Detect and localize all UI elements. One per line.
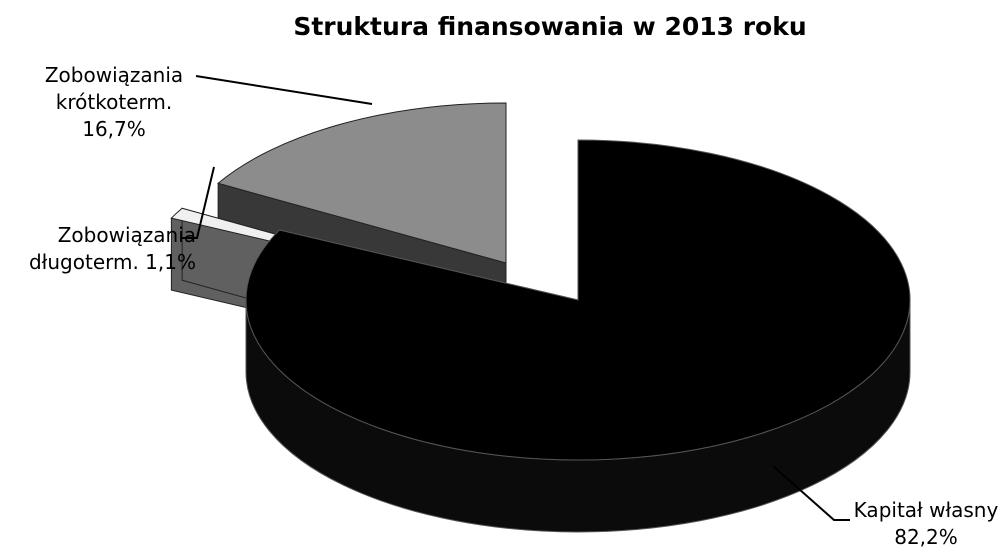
pie-slice-0 bbox=[217, 102, 507, 264]
label-long-term-line-1: Zobowiązania bbox=[57, 223, 196, 247]
label-long-term-line-2: długoterm. 1,1% bbox=[28, 250, 196, 274]
leader-equity bbox=[772, 465, 850, 521]
label-short-term-liabilities: Zobowiązania krótkoterm. 16,7% bbox=[0, 62, 228, 143]
label-short-term-line-3: 16,7% bbox=[82, 117, 146, 141]
label-long-term-liabilities: Zobowiązania długoterm. 1,1% bbox=[0, 222, 196, 276]
label-short-term-line-2: krótkoterm. bbox=[55, 90, 173, 114]
pie-slice-2 bbox=[245, 139, 911, 461]
leader-short-term bbox=[195, 75, 373, 105]
leader-long-term bbox=[181, 166, 215, 239]
label-equity-line-2: 82,2% bbox=[894, 525, 958, 549]
label-equity-line-1: Kapitał własny bbox=[853, 498, 999, 522]
label-equity: Kapitał własny 82,2% bbox=[845, 497, 1007, 551]
label-short-term-line-1: Zobowiązania bbox=[44, 63, 184, 87]
chart-title: Struktura finansowania w 2013 roku bbox=[293, 12, 807, 41]
